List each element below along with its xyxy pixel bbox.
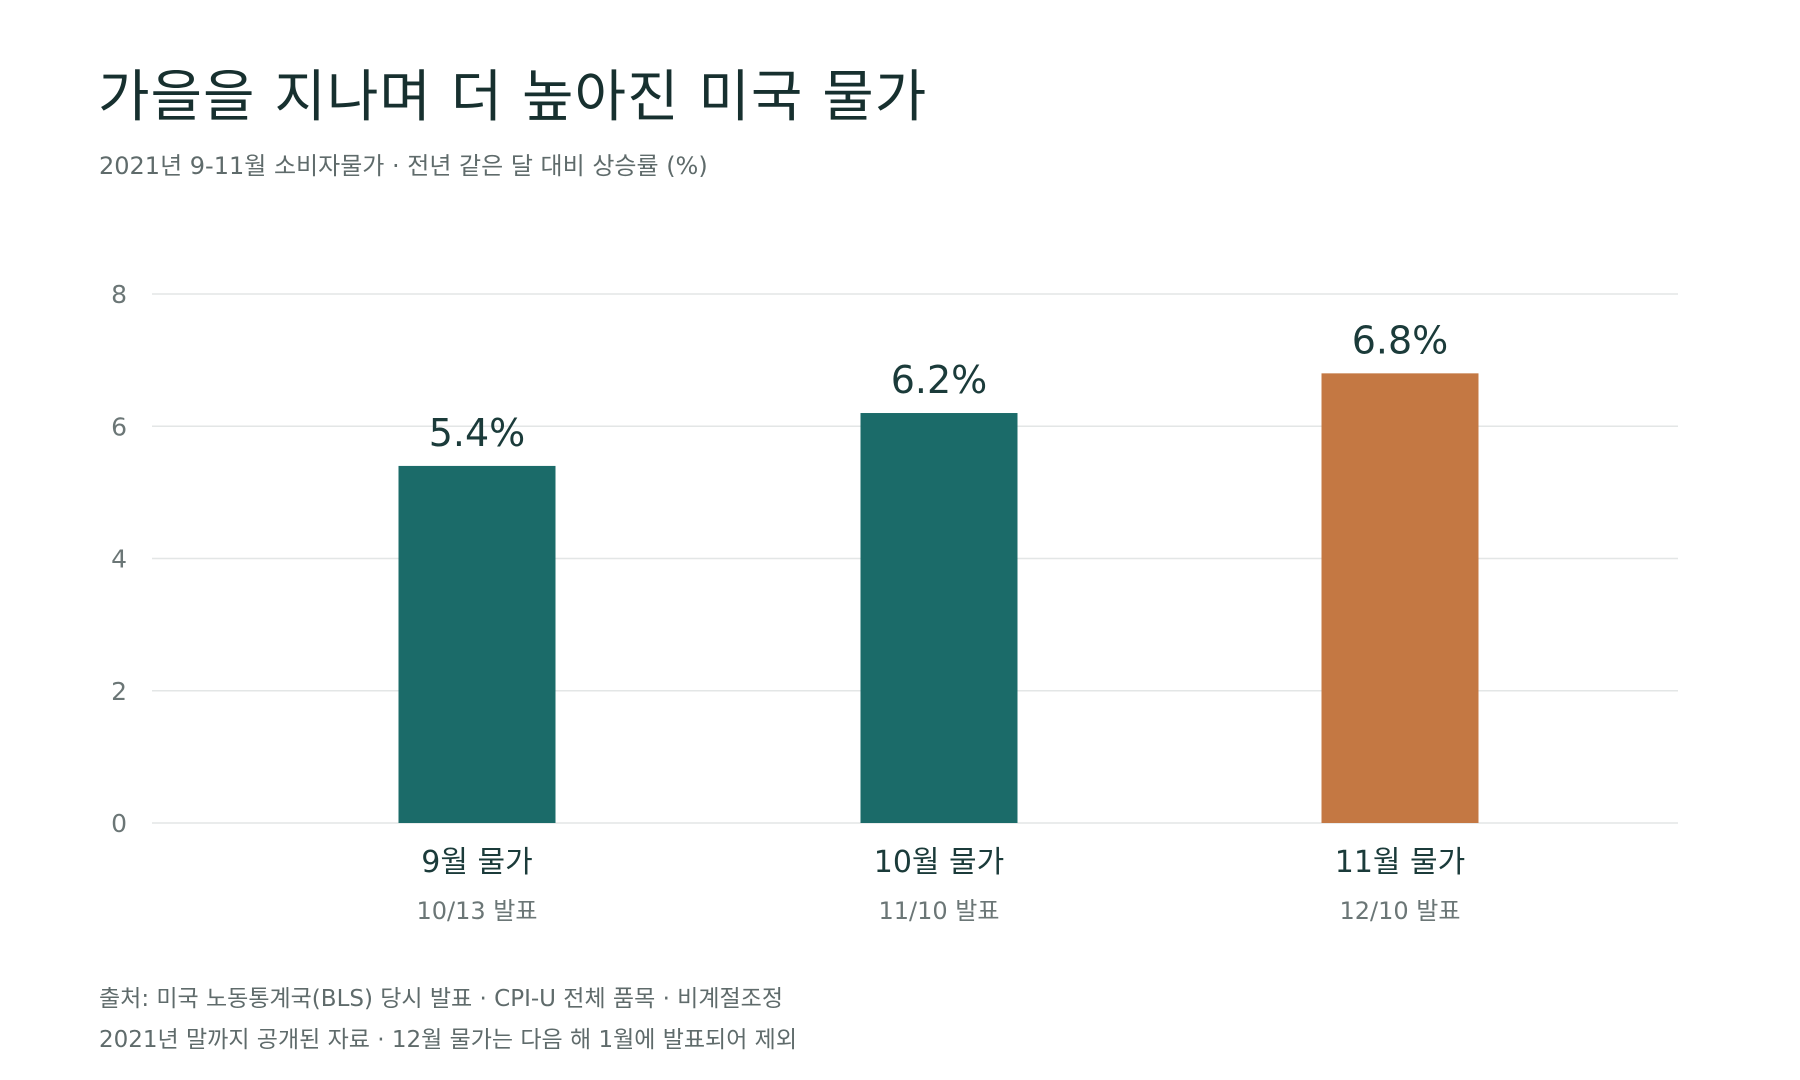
x-category-label: 9월 물가 (421, 845, 532, 880)
y-tick-label: 6 (111, 412, 127, 441)
bar-value-label: 6.2% (891, 358, 988, 402)
bar-value-label: 6.8% (1352, 318, 1449, 362)
x-category-label: 10월 물가 (874, 845, 1005, 880)
y-tick-label: 2 (111, 677, 127, 706)
bar-value-label: 5.4% (429, 411, 526, 455)
bar-1 (398, 465, 556, 823)
bar-value-labels: 5.4% 6.2% 6.8% (429, 318, 1449, 455)
y-tick-label: 8 (111, 280, 127, 309)
x-sub-label: 12/10 발표 (1340, 897, 1461, 925)
x-axis-labels: 9월 물가 10/13 발표 10월 물가 11/10 발표 11월 물가 12/10 발… (417, 845, 1466, 925)
x-sub-label: 11/10 발표 (879, 897, 1000, 925)
y-tick-label: 0 (111, 809, 127, 838)
bar-2 (860, 413, 1018, 823)
x-sub-label: 10/13 발표 (417, 897, 538, 925)
y-tick-label: 4 (111, 545, 127, 574)
x-category-label: 11월 물가 (1335, 845, 1466, 880)
coverage-footnote: 2021년 말까지 공개된 자료 · 12월 물가는 다음 해 1월에 발표되어… (99, 1027, 798, 1053)
y-axis-ticks: 0 2 4 6 8 (111, 280, 127, 838)
chart-title: 가을을 지나며 더 높아진 미국 물가 (98, 65, 928, 130)
bars (398, 373, 1479, 823)
chart-subtitle: 2021년 9-11월 소비자물가 · 전년 같은 달 대비 상승률 (%) (99, 152, 708, 180)
source-footnote: 출처: 미국 노동통계국(BLS) 당시 발표 · CPI-U 전체 품목 · … (99, 986, 783, 1012)
bar-3 (1321, 373, 1479, 823)
